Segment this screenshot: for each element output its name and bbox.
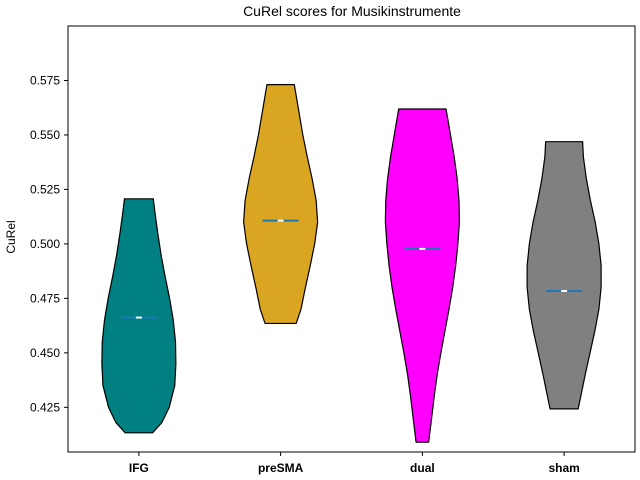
violin-ifg	[101, 198, 177, 434]
y-tick-label: 0.475	[30, 291, 60, 305]
y-tick-label: 0.575	[30, 73, 60, 87]
x-tick-label-sham: sham	[548, 461, 579, 475]
y-tick-label: 0.550	[30, 128, 60, 142]
x-tick-label-ifg: IFG	[129, 461, 149, 475]
violins	[101, 84, 602, 443]
violin-sham	[526, 141, 602, 410]
y-tick-label: 0.450	[30, 346, 60, 360]
y-tick-label: 0.525	[30, 182, 60, 196]
axes-frame	[67, 25, 636, 453]
chart-title: CuRel scores for Musikinstrumente	[243, 3, 461, 19]
x-tick-label-presma: preSMA	[258, 461, 304, 475]
y-tick-label: 0.500	[30, 237, 60, 251]
x-tick-label-dual: dual	[410, 461, 435, 475]
y-tick-label: 0.425	[30, 400, 60, 414]
violin-dual	[384, 108, 460, 443]
y-axis-label: CuRel	[4, 220, 18, 253]
violin-presma	[243, 84, 319, 325]
axes: 0.425 0.450 0.475 0.500 0.525 0.550 0.575 IFG pr…	[30, 25, 636, 475]
